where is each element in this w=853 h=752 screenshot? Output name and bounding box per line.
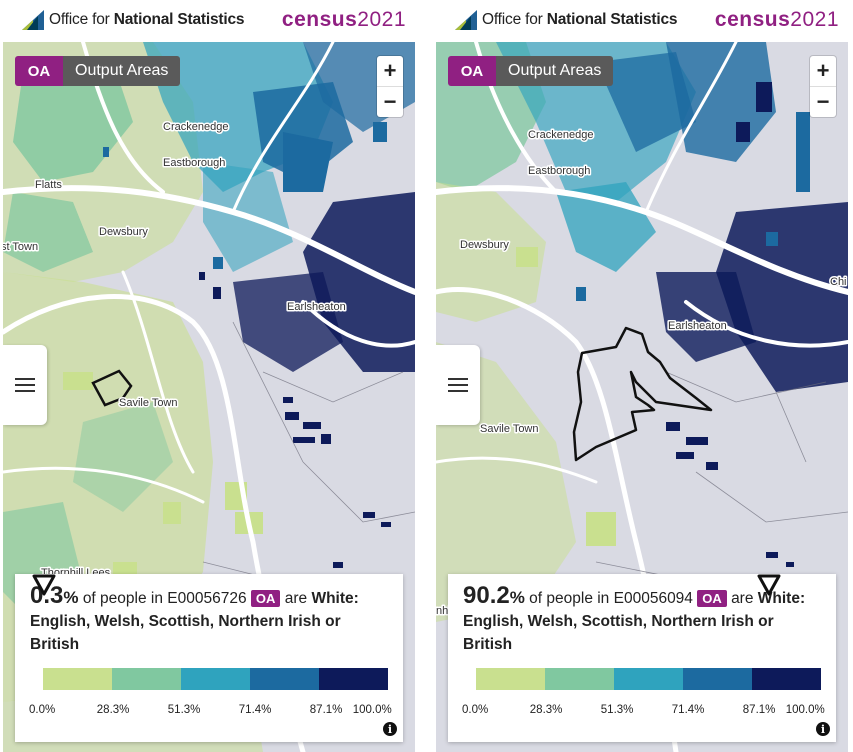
- value-marker-icon: [757, 574, 781, 596]
- category-name: White: English, Welsh, Scottish, Norther…: [463, 590, 806, 653]
- legend-bar: [476, 668, 821, 690]
- geography-name: Output Areas: [63, 56, 181, 86]
- geography-selector[interactable]: OA Output Areas: [448, 56, 614, 86]
- legend-tick: 0.0%: [461, 704, 489, 716]
- ons-logo-icon: [455, 10, 477, 30]
- geography-name: Output Areas: [496, 56, 614, 86]
- legend-tick: 71.4%: [238, 704, 272, 716]
- left-panel: Office for National Statistics census202…: [0, 0, 418, 752]
- zoom-in-button[interactable]: +: [816, 58, 830, 83]
- ons-logo-link[interactable]: Office for National Statistics: [22, 10, 244, 30]
- place-label: Chi: [830, 276, 847, 288]
- legend-bar: [43, 668, 388, 690]
- info-icon[interactable]: i: [816, 722, 830, 736]
- legend-bin: [181, 668, 250, 690]
- map-canvas[interactable]: Crackenedge Eastborough Flatts Dewsbury …: [3, 42, 415, 752]
- sentence-text-mid: are: [731, 590, 754, 607]
- data-panel: 0.3% of people in E00056726 OA are White…: [15, 574, 403, 742]
- legend-bin: [614, 668, 683, 690]
- zoom-out-button[interactable]: −: [810, 86, 836, 117]
- place-label: Eastborough: [528, 165, 590, 177]
- legend-tick: 0.0%: [28, 704, 56, 716]
- place-label: Savile Town: [119, 397, 178, 409]
- menu-button[interactable]: [3, 345, 47, 425]
- area-type-badge: OA: [250, 590, 281, 607]
- legend-tick: 51.3%: [600, 704, 634, 716]
- legend-tick: 100.0%: [785, 704, 825, 716]
- place-label: Crackenedge: [528, 129, 593, 141]
- legend-bin: [752, 668, 821, 690]
- percentage-value: 90.2: [463, 582, 510, 609]
- legend-ticks: 0.0% 28.3% 51.3% 71.4% 87.1% 100.0%: [29, 704, 392, 718]
- place-label: Dewsbury: [460, 239, 509, 251]
- place-label: Earlsheaton: [287, 301, 346, 313]
- place-label: Flatts: [35, 179, 62, 191]
- zoom-control: + −: [377, 56, 403, 117]
- legend-tick: 71.4%: [671, 704, 705, 716]
- legend-ticks: 0.0% 28.3% 51.3% 71.4% 87.1% 100.0%: [462, 704, 825, 718]
- legend-bin: [112, 668, 181, 690]
- place-label: Crackenedge: [163, 121, 228, 133]
- zoom-control: + −: [810, 56, 836, 117]
- right-panel: Office for National Statistics census202…: [433, 0, 851, 752]
- zoom-out-button[interactable]: −: [377, 86, 403, 117]
- category-name: White: English, Welsh, Scottish, Norther…: [30, 590, 359, 653]
- legend-bin: [43, 668, 112, 690]
- header: Office for National Statistics census202…: [433, 0, 851, 40]
- sentence-text-mid: are: [284, 590, 308, 607]
- ons-logo-link[interactable]: Office for National Statistics: [455, 10, 677, 30]
- hamburger-icon: [15, 378, 35, 392]
- info-icon[interactable]: i: [383, 722, 397, 736]
- legend-tick: 51.3%: [167, 704, 201, 716]
- ons-title: Office for National Statistics: [482, 11, 678, 28]
- zoom-in-button[interactable]: +: [383, 58, 397, 83]
- sentence-text: of people in: [82, 590, 163, 607]
- legend-tick: 87.1%: [742, 704, 776, 716]
- legend-bin: [319, 668, 388, 690]
- area-type-badge: OA: [697, 590, 727, 607]
- ons-title: Office for National Statistics: [49, 11, 245, 28]
- legend-tick: 100.0%: [352, 704, 392, 716]
- legend-tick: 28.3%: [529, 704, 563, 716]
- legend-bin: [476, 668, 545, 690]
- percent-symbol: %: [509, 588, 525, 607]
- geography-selector[interactable]: OA Output Areas: [15, 56, 181, 86]
- place-label: st Town: [3, 241, 38, 253]
- legend-tick: 28.3%: [96, 704, 130, 716]
- place-label: Savile Town: [480, 423, 539, 435]
- data-sentence: 90.2% of people in E00056094 OA are Whit…: [463, 584, 824, 656]
- hamburger-icon: [448, 378, 468, 392]
- census-2021-logo: census2021: [714, 8, 839, 31]
- census-2021-logo: census2021: [281, 8, 406, 31]
- data-sentence: 0.3% of people in E00056726 OA are White…: [30, 584, 391, 656]
- value-marker-icon: [32, 574, 56, 596]
- geography-code: OA: [15, 56, 63, 86]
- ons-logo-icon: [22, 10, 44, 30]
- legend-bin: [250, 668, 319, 690]
- legend-bin: [683, 668, 752, 690]
- geography-code: OA: [448, 56, 496, 86]
- place-label: Earlsheaton: [668, 320, 727, 332]
- legend-tick: 87.1%: [309, 704, 343, 716]
- map-canvas[interactable]: Crackenedge Eastborough Dewsbury Earlshe…: [436, 42, 848, 752]
- data-panel: 90.2% of people in E00056094 OA are Whit…: [448, 574, 836, 742]
- legend-bin: [545, 668, 614, 690]
- header: Office for National Statistics census202…: [0, 0, 418, 40]
- sentence-text: of people in: [529, 590, 610, 607]
- area-code: E00056726: [167, 590, 247, 607]
- place-label: Eastborough: [163, 157, 225, 169]
- menu-button[interactable]: [436, 345, 480, 425]
- percent-symbol: %: [63, 588, 79, 607]
- area-code: E00056094: [613, 590, 693, 607]
- place-label: Dewsbury: [99, 226, 148, 238]
